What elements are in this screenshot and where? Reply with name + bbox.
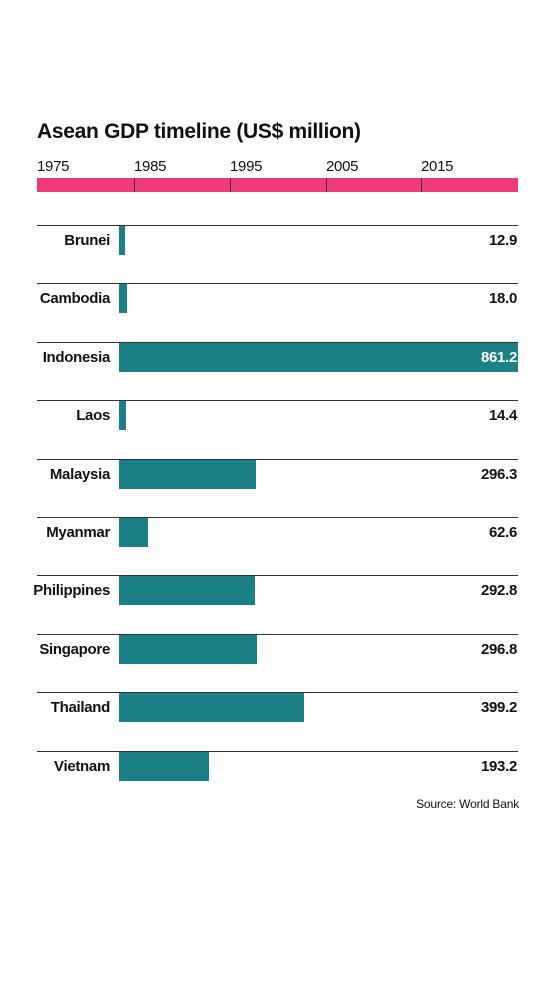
- category-label: Myanmar: [46, 524, 110, 541]
- timeline-tick-label: 2005: [326, 158, 359, 175]
- category-label: Thailand: [50, 699, 111, 716]
- source-note: Source: World Bank: [416, 797, 519, 811]
- row-divider: [37, 283, 518, 284]
- timeline-tick-label: 1975: [37, 158, 70, 175]
- bar: [119, 635, 257, 664]
- timeline-bar: [37, 178, 518, 192]
- bar: [119, 576, 255, 605]
- value-label: 12.9: [489, 232, 517, 249]
- timeline-tick-label: 2015: [421, 158, 454, 175]
- timeline-tick-mark: [230, 178, 231, 192]
- timeline-tick-mark: [421, 178, 422, 192]
- bar: [119, 693, 304, 722]
- category-label: Indonesia: [42, 349, 111, 366]
- value-label: 18.0: [489, 290, 517, 307]
- category-label: Cambodia: [39, 290, 110, 307]
- value-label: 296.3: [480, 466, 517, 483]
- row-divider: [37, 517, 518, 518]
- timeline-tick-label: 1985: [134, 158, 167, 175]
- row-divider: [37, 400, 518, 401]
- row-divider: [37, 225, 518, 226]
- category-label: Laos: [76, 407, 110, 424]
- timeline-tick-mark: [326, 178, 327, 192]
- value-label: 296.8: [480, 641, 517, 658]
- row-divider: [37, 751, 518, 752]
- chart-title: Asean GDP timeline (US$ million): [37, 120, 361, 143]
- value-label: 292.8: [480, 582, 517, 599]
- value-label: 193.2: [480, 758, 517, 775]
- timeline-tick-mark: [134, 178, 135, 192]
- row-divider: [37, 575, 518, 576]
- bar: [119, 460, 256, 489]
- value-label: 14.4: [489, 407, 517, 424]
- bar: [119, 401, 126, 430]
- row-divider: [37, 342, 518, 343]
- value-label: 399.2: [480, 699, 517, 716]
- category-label: Malaysia: [49, 466, 110, 483]
- bar: [119, 752, 209, 781]
- bar: [119, 226, 125, 255]
- value-label: 861.2: [480, 349, 517, 366]
- row-divider: [37, 459, 518, 460]
- category-label: Vietnam: [54, 758, 110, 775]
- bar: [119, 518, 148, 547]
- category-label: Singapore: [39, 641, 110, 658]
- category-label: Brunei: [64, 232, 110, 249]
- value-label: 62.6: [489, 524, 517, 541]
- bar: [119, 284, 127, 313]
- category-label: Philippines: [33, 582, 110, 599]
- bar: [119, 343, 518, 372]
- row-divider: [37, 692, 518, 693]
- timeline-tick-label: 1995: [230, 158, 263, 175]
- row-divider: [37, 634, 518, 635]
